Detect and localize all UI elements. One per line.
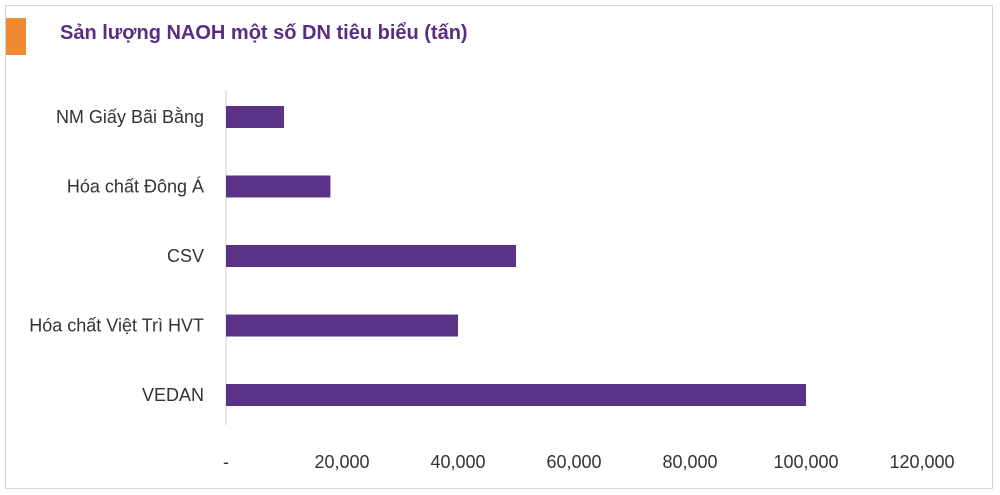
x-tick-label: 100,000 xyxy=(773,452,838,472)
bar-0 xyxy=(226,106,284,128)
category-label: CSV xyxy=(167,246,204,266)
x-tick-label: 120,000 xyxy=(889,452,954,472)
x-tick-label: 20,000 xyxy=(314,452,369,472)
x-tick-label: 40,000 xyxy=(430,452,485,472)
title-accent-bar xyxy=(6,18,26,55)
category-label: VEDAN xyxy=(142,385,204,405)
chart-title: Sản lượng NAOH một số DN tiêu biểu (tấn) xyxy=(60,22,468,44)
bar-2 xyxy=(226,245,516,267)
x-tick-label: 80,000 xyxy=(662,452,717,472)
x-tick-label: 60,000 xyxy=(546,452,601,472)
category-label: NM Giấy Bãi Bằng xyxy=(56,106,204,127)
bar-4 xyxy=(226,384,806,406)
category-label: Hóa chất Việt Trì HVT xyxy=(29,316,204,336)
bar-1 xyxy=(226,175,331,198)
x-tick-label: - xyxy=(223,452,229,472)
bar-3 xyxy=(226,314,458,337)
category-label: Hóa chất Đông Á xyxy=(67,177,204,197)
